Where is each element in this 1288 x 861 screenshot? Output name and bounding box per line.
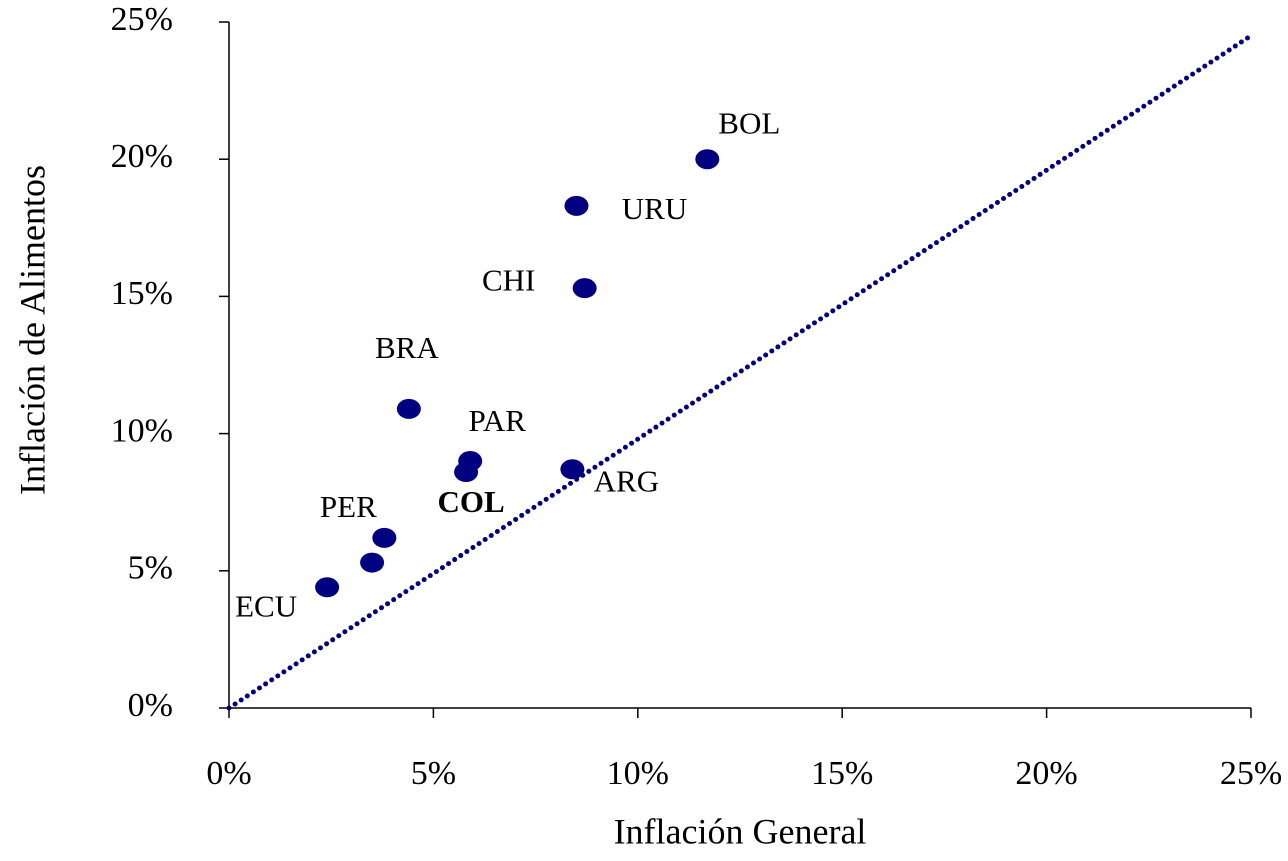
point-label: PAR [468, 403, 526, 438]
x-tick-label: 15% [811, 755, 873, 792]
point-label: PER [320, 489, 377, 524]
x-tick-label: 25% [1220, 755, 1282, 792]
point-label: URU [622, 191, 687, 226]
point [695, 149, 720, 170]
x-axis-title: Inflación General [614, 811, 867, 851]
point-label: BOL [718, 105, 780, 140]
point-label: COL [438, 484, 505, 519]
point-label: ARG [594, 463, 659, 498]
y-tick-label: 0% [128, 687, 173, 724]
point-label: ECU [235, 588, 297, 623]
y-axis-title: Inflación de Alimentos [12, 165, 52, 495]
point [360, 552, 385, 573]
point [372, 527, 397, 548]
point [564, 195, 589, 216]
x-tick-label: 5% [411, 755, 456, 792]
x-tick-label: 10% [607, 755, 669, 792]
y-tick-label: 5% [128, 550, 173, 587]
point-label: CHI [482, 262, 535, 297]
y-tick-label: 20% [111, 138, 173, 175]
point-label: BRA [375, 330, 439, 365]
y-tick-label: 10% [111, 412, 173, 449]
point [560, 459, 585, 480]
y-tick-label: 25% [111, 1, 173, 38]
y-tick-label: 15% [111, 275, 173, 312]
point [396, 398, 421, 419]
point [572, 278, 597, 299]
point [315, 577, 340, 598]
x-tick-label: 0% [206, 755, 251, 792]
x-tick-label: 20% [1015, 755, 1077, 792]
point [454, 462, 479, 483]
reference-line [226, 33, 1254, 711]
